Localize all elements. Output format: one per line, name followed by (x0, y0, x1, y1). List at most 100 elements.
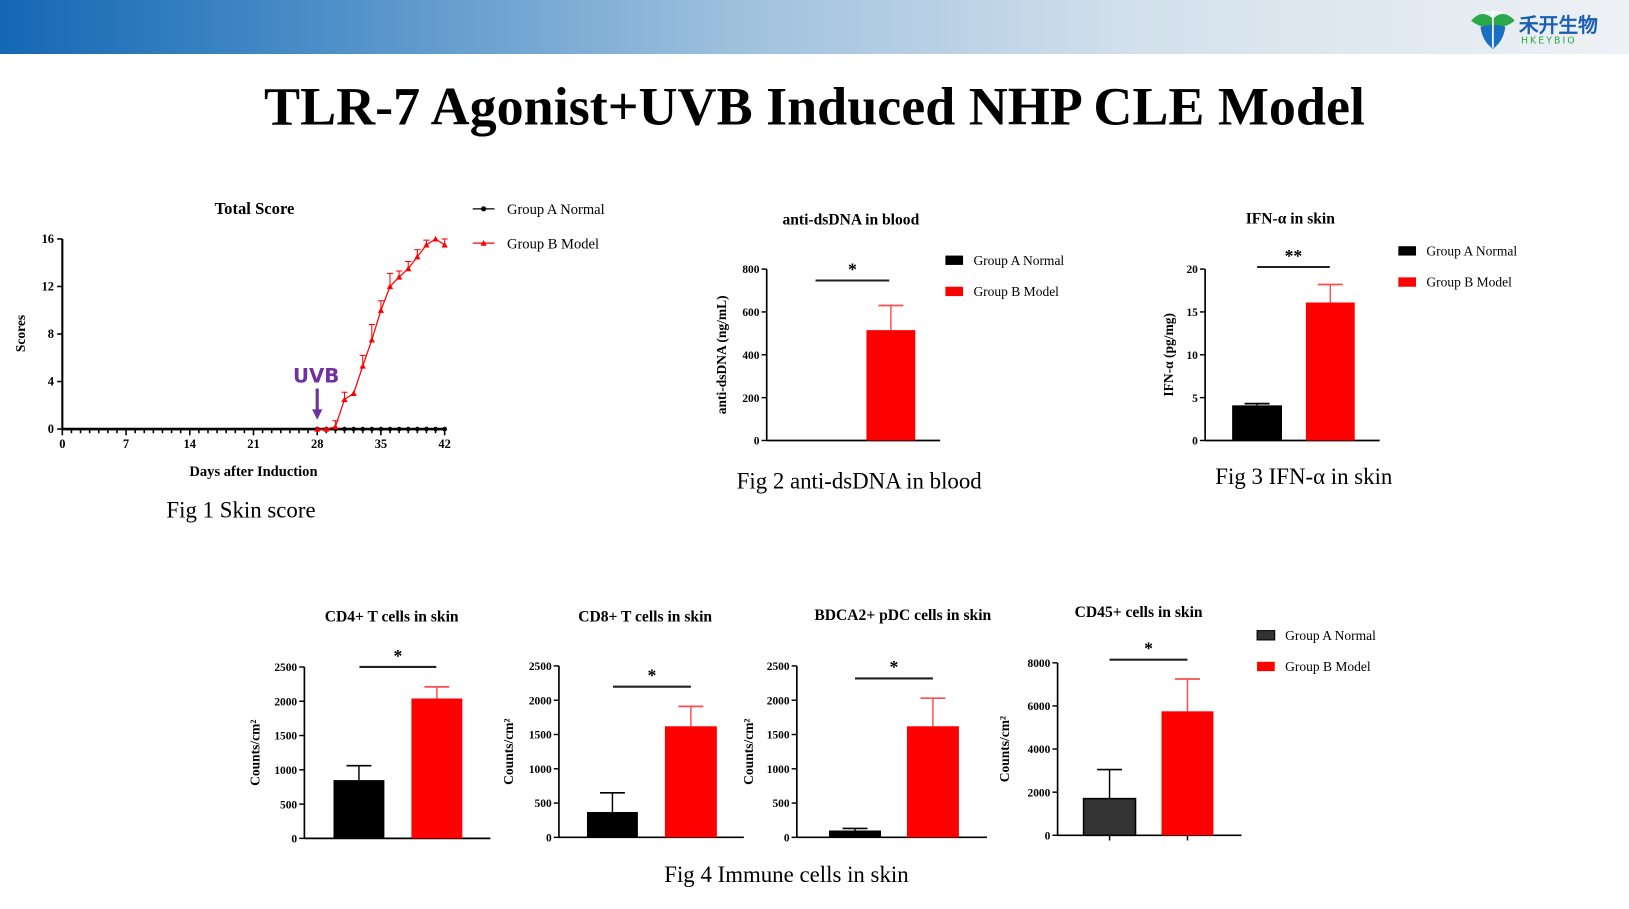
data-point (387, 426, 393, 432)
y-axis-label: anti-dsDNA (ng/mL) (714, 295, 729, 414)
data-point (341, 396, 348, 402)
significance-marker: * (890, 657, 899, 677)
data-point (359, 362, 366, 369)
y-tick-label: 600 (742, 307, 759, 319)
data-point (351, 426, 356, 432)
legend-swatch (1256, 630, 1276, 641)
x-tick-label: 14 (184, 437, 196, 451)
data-point (369, 426, 375, 432)
y-tick-label: 12 (42, 280, 54, 294)
data-point (405, 265, 412, 272)
legend-marker (480, 239, 487, 246)
significance-marker: * (1144, 639, 1153, 659)
y-tick-label: 0 (1045, 830, 1051, 842)
uvb-annotation: UVB (293, 364, 339, 387)
series-line-group-b (317, 238, 445, 430)
y-tick-label: 8000 (1028, 658, 1051, 670)
y-tick-label: 2500 (767, 661, 790, 673)
legend-label: Group A Normal (973, 253, 1064, 268)
data-point (442, 426, 447, 432)
data-point (441, 241, 448, 248)
significance-marker: * (647, 666, 656, 686)
bar-group-b (411, 698, 463, 839)
data-point (432, 235, 439, 242)
y-tick-label: 8 (48, 327, 54, 341)
legend-label: Group B Model (1426, 275, 1512, 290)
data-point (424, 426, 429, 432)
y-tick-label: 2000 (767, 695, 790, 707)
significance-marker: * (848, 259, 857, 279)
legend-label: Group B Model (507, 236, 599, 252)
leaf-logo-icon (1471, 10, 1515, 49)
y-tick-label: 400 (742, 350, 759, 362)
data-point (415, 426, 420, 432)
y-tick-label: 5 (1192, 393, 1198, 405)
data-point (433, 426, 438, 432)
uvb-arrowhead-icon (312, 409, 323, 420)
logo-text-en: HKEYBIO (1520, 36, 1577, 47)
y-axis-label: Counts/cm² (997, 716, 1012, 782)
caption-fig1: Fig 1 Skin score (166, 496, 316, 523)
data-point (405, 426, 411, 432)
header-band (0, 0, 1629, 55)
caption-fig3: Fig 3 IFN-α in skin (1215, 463, 1393, 490)
significance-marker: ** (1285, 246, 1303, 266)
data-point (386, 283, 394, 290)
data-point (350, 390, 357, 397)
y-axis-label: Counts/cm² (501, 718, 516, 784)
y-tick-label: 800 (742, 264, 759, 276)
chart-title: IFN-α in skin (1246, 210, 1336, 227)
data-point (378, 426, 384, 432)
y-tick-label: 2000 (274, 696, 297, 708)
y-tick-label: 0 (784, 833, 790, 845)
chart-title: CD8+ T cells in skin (578, 608, 712, 625)
data-point (314, 425, 321, 432)
y-tick-label: 0 (48, 422, 54, 436)
y-tick-label: 200 (742, 393, 759, 405)
data-point (396, 426, 402, 432)
bar-group-b (866, 330, 916, 441)
logo-text-cn: 禾开生物 (1518, 14, 1598, 38)
data-point (414, 253, 421, 260)
x-tick-label: 28 (311, 437, 323, 451)
legend-marker (481, 206, 487, 212)
y-tick-label: 1000 (274, 765, 297, 777)
data-point (368, 336, 375, 343)
chart-title: Total Score (215, 199, 295, 218)
y-tick-label: 500 (535, 798, 552, 810)
bar-group-a (1082, 797, 1137, 837)
y-tick-label: 1500 (274, 731, 297, 743)
legend-swatch (945, 255, 964, 265)
y-tick-label: 0 (754, 436, 760, 448)
y-tick-label: 4000 (1028, 744, 1051, 756)
x-tick-label: 7 (123, 437, 129, 451)
data-point (377, 307, 385, 313)
y-tick-label: 16 (42, 232, 54, 246)
chart-title: BDCA2+ pDC cells in skin (814, 607, 991, 624)
y-tick-label: 0 (291, 834, 297, 846)
data-point (360, 426, 366, 432)
legend-swatch (1257, 661, 1275, 672)
y-tick-label: 1500 (529, 730, 552, 742)
caption-fig2: Fig 2 anti-dsDNA in blood (736, 467, 982, 494)
y-tick-label: 20 (1186, 264, 1198, 276)
y-tick-label: 500 (772, 798, 789, 810)
x-tick-label: 21 (247, 437, 259, 451)
significance-marker: * (393, 646, 402, 666)
y-tick-label: 4 (48, 375, 54, 389)
slide-title: TLR-7 Agonist+UVB Induced NHP CLE Model (264, 77, 1365, 138)
bar-group-a (333, 780, 385, 839)
legend-label: Group B Model (1285, 659, 1371, 674)
data-point (423, 241, 430, 248)
y-tick-label: 15 (1186, 307, 1198, 319)
x-tick-label: 42 (438, 437, 450, 451)
bar-group-b (906, 726, 959, 838)
legend-swatch (1398, 246, 1417, 256)
y-tick-label: 500 (280, 799, 297, 811)
legend-label: Group A Normal (507, 202, 605, 218)
data-point (323, 425, 330, 432)
bar-group-b (664, 726, 717, 838)
y-axis-label: Counts/cm² (248, 720, 263, 786)
